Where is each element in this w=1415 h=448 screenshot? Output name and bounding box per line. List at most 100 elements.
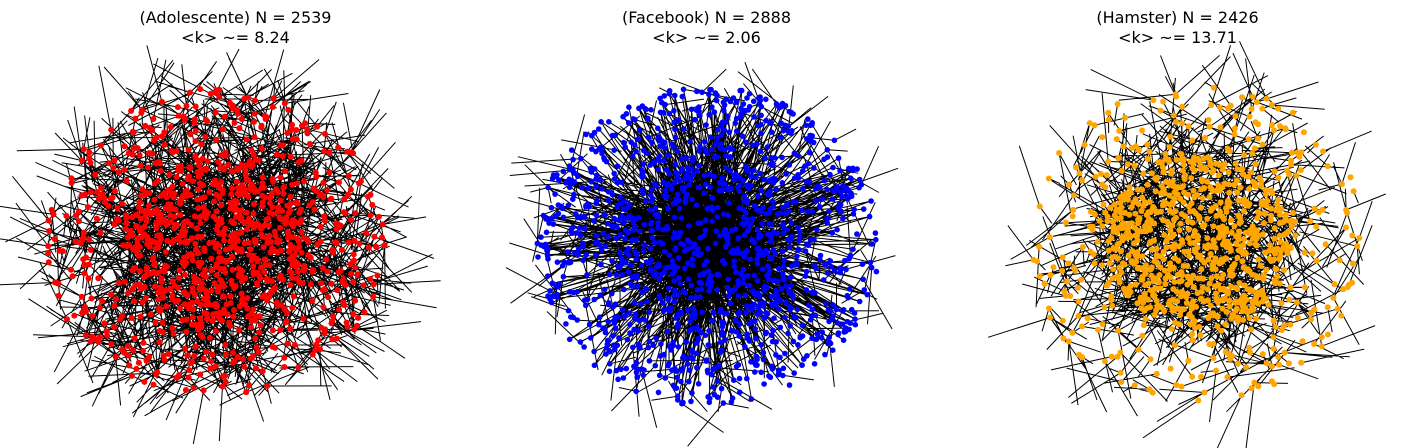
network-node	[552, 213, 559, 219]
network-node	[257, 322, 264, 329]
network-node	[159, 319, 166, 326]
network-node	[718, 349, 724, 355]
network-node	[375, 213, 382, 220]
network-node	[1223, 308, 1230, 315]
network-node	[64, 316, 70, 323]
network-node	[1115, 155, 1122, 162]
network-node	[139, 299, 146, 306]
network-node	[538, 234, 544, 240]
network-node	[1036, 203, 1043, 210]
network-node	[1311, 341, 1318, 347]
network-node	[655, 389, 662, 396]
network-node	[164, 187, 171, 194]
network-node	[76, 218, 82, 225]
network-node	[192, 128, 199, 135]
network-node	[328, 280, 335, 287]
network-node	[1277, 239, 1284, 245]
network-node	[287, 325, 294, 332]
network-node	[165, 351, 172, 357]
network-node	[1146, 148, 1153, 155]
network-node	[709, 195, 716, 201]
network-node	[593, 252, 599, 258]
network-node	[1109, 302, 1116, 309]
network-node	[830, 164, 836, 171]
network-node	[769, 366, 776, 372]
network-node	[586, 321, 593, 328]
network-node	[202, 266, 209, 273]
network-node	[1177, 220, 1184, 227]
network-node	[1277, 211, 1283, 218]
network-node	[668, 263, 674, 270]
network-node	[1170, 183, 1177, 190]
network-node	[684, 191, 690, 198]
network-node	[566, 289, 573, 295]
network-node	[754, 290, 761, 296]
network-node	[805, 116, 811, 122]
network-node	[202, 167, 209, 173]
network-node	[731, 177, 737, 183]
network-node	[1184, 281, 1191, 288]
network-node	[795, 342, 801, 348]
network-node	[236, 125, 243, 132]
network-node	[1110, 223, 1117, 230]
network-node	[228, 277, 235, 284]
network-node	[260, 244, 267, 251]
network-node	[1172, 208, 1179, 215]
network-node	[80, 234, 87, 241]
network-node	[675, 322, 681, 329]
network-node	[672, 126, 678, 133]
network-node	[744, 199, 750, 206]
network-node	[1322, 241, 1329, 248]
network-node	[860, 206, 867, 212]
network-node	[250, 118, 257, 125]
network-node	[823, 300, 829, 307]
network-node	[139, 208, 146, 215]
network-node	[256, 313, 263, 320]
network-node	[618, 255, 625, 262]
network-node	[1235, 197, 1242, 204]
network-node	[1246, 230, 1253, 237]
network-node	[703, 358, 710, 365]
network-node	[622, 227, 629, 233]
network-node	[727, 167, 734, 174]
network-node	[688, 295, 694, 301]
network-node	[163, 303, 170, 310]
network-node	[213, 272, 220, 278]
network-node	[548, 299, 555, 306]
network-node	[370, 293, 377, 300]
network-node	[714, 214, 720, 220]
network-node	[799, 322, 806, 329]
network-node	[754, 256, 760, 262]
network-node	[723, 243, 729, 250]
network-node	[1275, 105, 1282, 112]
network-node	[754, 226, 761, 233]
network-node	[830, 302, 836, 308]
network-node	[780, 365, 787, 372]
network-node	[826, 339, 833, 346]
network-node	[63, 212, 70, 219]
network-node	[212, 328, 219, 335]
network-node	[216, 185, 223, 191]
network-node	[584, 201, 591, 207]
network-node	[174, 104, 181, 111]
network-node	[369, 201, 376, 208]
network-node	[806, 302, 812, 309]
network-node	[560, 168, 567, 175]
network-node	[1145, 156, 1151, 162]
network-node	[1092, 173, 1099, 180]
network-node	[97, 142, 104, 149]
network-node	[1236, 280, 1243, 286]
network-node	[1078, 276, 1085, 283]
network-node	[296, 243, 303, 250]
network-node	[1151, 311, 1158, 318]
network-node	[598, 247, 605, 253]
network-node	[245, 215, 252, 222]
network-node	[630, 220, 637, 226]
network-node	[343, 319, 350, 326]
network-node	[652, 205, 658, 211]
network-node	[112, 188, 118, 195]
network-node	[670, 339, 676, 346]
network-node	[233, 107, 240, 114]
network-node	[318, 280, 325, 287]
network-node	[254, 281, 261, 288]
